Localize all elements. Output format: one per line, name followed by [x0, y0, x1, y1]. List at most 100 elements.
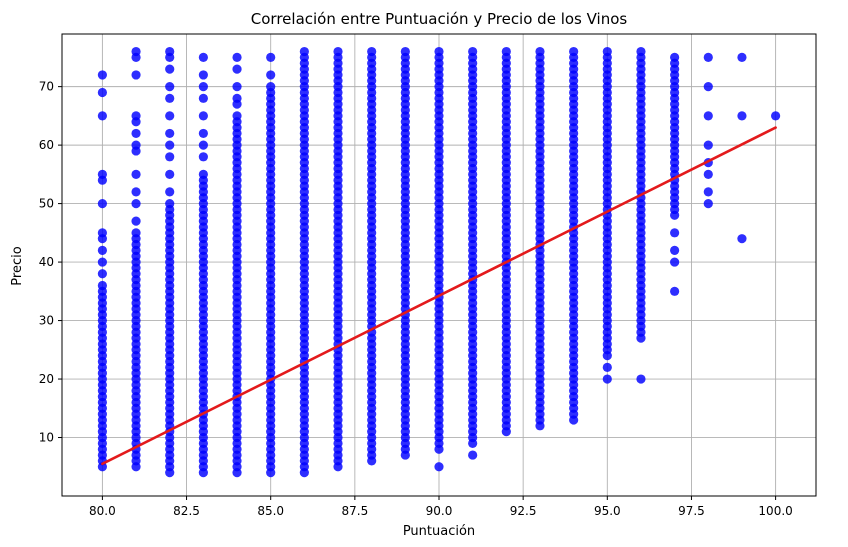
- y-axis-label: Precio: [10, 246, 25, 285]
- data-point: [535, 46, 545, 57]
- data-point: [198, 70, 208, 80]
- data-point: [434, 46, 444, 57]
- data-point: [367, 46, 377, 57]
- x-tick-label: 85.0: [257, 504, 284, 518]
- data-point: [97, 280, 107, 291]
- data-point: [165, 169, 175, 179]
- data-point: [97, 245, 107, 255]
- data-point: [131, 216, 141, 226]
- y-tick-label: 40: [39, 255, 54, 269]
- data-point: [232, 111, 242, 121]
- data-point: [97, 70, 107, 80]
- data-point: [400, 46, 410, 57]
- data-point: [670, 52, 680, 62]
- data-point: [670, 245, 680, 255]
- data-point: [198, 140, 208, 150]
- data-point: [97, 257, 107, 267]
- data-point: [266, 82, 276, 92]
- x-tick-label: 82.5: [173, 504, 200, 518]
- y-tick-label: 70: [39, 80, 54, 94]
- x-tick-label: 80.0: [89, 504, 116, 518]
- data-point: [165, 111, 175, 121]
- data-point: [232, 64, 242, 74]
- data-point: [131, 228, 141, 238]
- data-point: [97, 228, 107, 238]
- data-point: [266, 52, 276, 62]
- data-point: [602, 362, 612, 372]
- y-tick-label: 10: [39, 431, 54, 445]
- x-tick-label: 97.5: [678, 504, 705, 518]
- data-point: [468, 46, 478, 57]
- data-point: [165, 152, 175, 162]
- data-point: [131, 128, 141, 139]
- data-point: [198, 52, 208, 62]
- data-point: [703, 111, 713, 121]
- data-point: [703, 198, 713, 209]
- x-tick-label: 87.5: [341, 504, 368, 518]
- data-point: [198, 128, 208, 139]
- data-point: [131, 187, 141, 197]
- data-point: [165, 82, 175, 92]
- data-point: [232, 52, 242, 62]
- x-axis-label: Puntuación: [403, 524, 475, 539]
- data-point: [131, 111, 141, 121]
- data-point: [165, 128, 175, 139]
- data-point: [299, 46, 309, 57]
- data-point: [703, 52, 713, 62]
- data-point: [266, 70, 276, 80]
- data-point: [737, 52, 747, 62]
- y-tick-label: 50: [39, 197, 54, 211]
- data-point: [165, 198, 175, 209]
- data-point: [232, 82, 242, 92]
- data-point: [703, 187, 713, 197]
- x-tick-label: 95.0: [594, 504, 621, 518]
- data-point: [636, 374, 646, 384]
- data-point: [165, 64, 175, 74]
- data-point: [198, 152, 208, 162]
- data-point: [737, 234, 747, 244]
- data-point: [165, 187, 175, 197]
- data-point: [198, 93, 208, 103]
- regression-line-group: [101, 126, 777, 466]
- data-point: [165, 93, 175, 103]
- data-point: [434, 462, 444, 472]
- data-point: [670, 286, 680, 296]
- data-point: [165, 140, 175, 150]
- data-point: [131, 198, 141, 209]
- data-point: [333, 46, 343, 57]
- data-point: [703, 169, 713, 179]
- data-point: [501, 46, 511, 57]
- regression-line: [101, 126, 777, 466]
- data-point: [131, 140, 141, 150]
- data-point: [97, 198, 107, 209]
- scatter-points: [97, 46, 781, 478]
- data-point: [468, 450, 478, 460]
- y-tick-label: 30: [39, 314, 54, 328]
- data-point: [131, 70, 141, 80]
- x-tick-label: 92.5: [510, 504, 537, 518]
- x-tick-label: 90.0: [426, 504, 453, 518]
- data-point: [97, 269, 107, 279]
- data-point: [97, 111, 107, 121]
- data-point: [198, 169, 208, 179]
- data-point: [198, 82, 208, 92]
- data-point: [670, 257, 680, 267]
- data-point: [569, 397, 579, 408]
- data-point: [97, 87, 107, 98]
- data-point: [569, 46, 579, 57]
- x-axis-ticks: 80.0 82.5 85.0 87.5 90.0 92.5 95.0 97.5 100.0: [89, 496, 793, 518]
- data-point: [198, 111, 208, 121]
- y-tick-label: 20: [39, 372, 54, 386]
- data-point: [737, 111, 747, 121]
- y-axis-ticks: 10 20 30 40 50 60 70: [39, 80, 62, 445]
- data-point: [703, 82, 713, 92]
- data-point: [131, 169, 141, 179]
- data-point: [97, 169, 107, 179]
- x-tick-label: 100.0: [758, 504, 792, 518]
- data-point: [771, 111, 781, 121]
- data-point: [602, 46, 612, 57]
- chart-title: Correlación entre Puntuación y Precio de…: [251, 10, 628, 28]
